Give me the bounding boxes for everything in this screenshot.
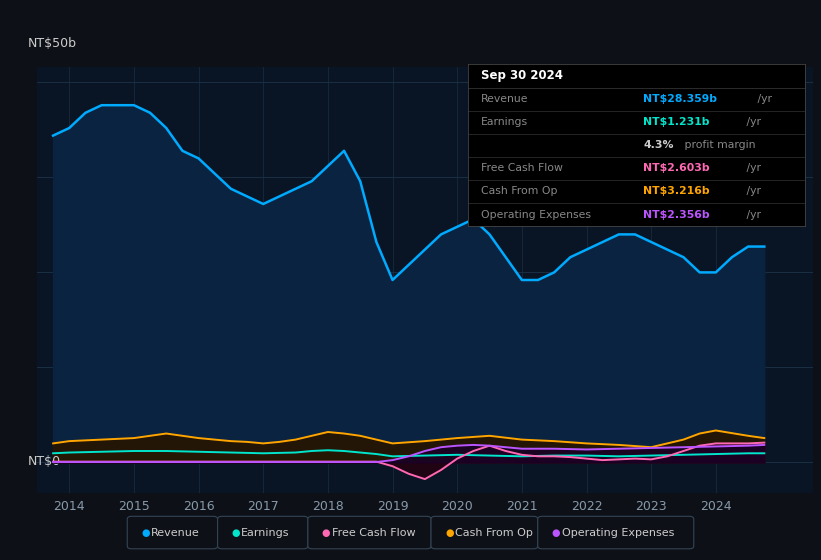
Text: Revenue: Revenue: [151, 528, 200, 538]
Text: 4.3%: 4.3%: [643, 140, 673, 150]
Text: Free Cash Flow: Free Cash Flow: [332, 528, 415, 538]
Text: ●: ●: [322, 528, 330, 538]
Text: ●: ●: [552, 528, 560, 538]
Text: Operating Expenses: Operating Expenses: [562, 528, 674, 538]
Text: ●: ●: [445, 528, 453, 538]
Text: profit margin: profit margin: [681, 140, 755, 150]
Text: /yr: /yr: [743, 186, 761, 197]
Text: NT$0: NT$0: [28, 455, 61, 468]
Text: NT$3.216b: NT$3.216b: [643, 186, 709, 197]
Text: /yr: /yr: [743, 209, 761, 220]
Text: NT$1.231b: NT$1.231b: [643, 117, 709, 127]
Text: Free Cash Flow: Free Cash Flow: [481, 164, 563, 174]
Text: NT$50b: NT$50b: [28, 37, 76, 50]
Text: Earnings: Earnings: [481, 117, 528, 127]
Text: ●: ●: [141, 528, 149, 538]
Text: /yr: /yr: [743, 117, 761, 127]
Text: Operating Expenses: Operating Expenses: [481, 209, 591, 220]
Text: /yr: /yr: [743, 164, 761, 174]
Text: Cash From Op: Cash From Op: [481, 186, 557, 197]
Text: NT$28.359b: NT$28.359b: [643, 94, 717, 104]
Text: Cash From Op: Cash From Op: [455, 528, 533, 538]
Text: NT$2.356b: NT$2.356b: [643, 209, 709, 220]
Text: ●: ●: [232, 528, 240, 538]
Text: NT$2.603b: NT$2.603b: [643, 164, 709, 174]
Text: Sep 30 2024: Sep 30 2024: [481, 69, 563, 82]
Text: /yr: /yr: [754, 94, 773, 104]
Text: Earnings: Earnings: [241, 528, 290, 538]
Text: Revenue: Revenue: [481, 94, 529, 104]
